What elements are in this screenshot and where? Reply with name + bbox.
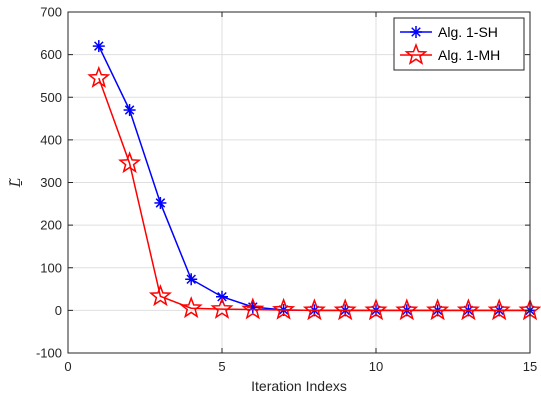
legend: Alg. 1-SH Alg. 1-MH	[393, 17, 525, 71]
data-point	[154, 196, 167, 209]
series-line	[98, 77, 530, 312]
data-point	[272, 297, 296, 320]
data-point	[179, 296, 203, 319]
data-point	[216, 290, 228, 303]
y-axis-label: Ḻ̃	[8, 178, 24, 188]
data-point	[364, 298, 388, 321]
data-point	[123, 104, 136, 117]
legend-marker	[410, 26, 422, 38]
series-2	[87, 65, 541, 321]
x-tick-label: 15	[523, 359, 537, 374]
grid-lines	[67, 11, 531, 354]
y-tick-label: 0	[55, 303, 62, 318]
y-tick-label: 100	[40, 260, 62, 275]
y-tick-label: 200	[40, 218, 62, 233]
data-point	[302, 298, 326, 321]
y-tick-label: 500	[40, 90, 62, 105]
data-point	[92, 40, 105, 53]
y-tick-label: 300	[40, 175, 62, 190]
data-point	[241, 297, 265, 320]
x-tick-label: 5	[218, 359, 225, 374]
data-point	[118, 151, 142, 174]
data-point	[210, 296, 234, 319]
data-point	[148, 284, 172, 307]
x-axis-label: Iteration Indexs	[251, 378, 347, 394]
data-point	[456, 298, 480, 321]
data-point	[487, 298, 511, 321]
legend-label: Alg. 1-SH	[438, 24, 498, 40]
data-point	[426, 298, 450, 321]
x-tick-label: 10	[369, 359, 383, 374]
y-tick-label: 700	[40, 5, 62, 20]
legend-marker	[404, 42, 428, 65]
data-point	[185, 273, 198, 286]
legend-item: Alg. 1-MH	[400, 42, 500, 65]
y-tick-label: 600	[40, 47, 62, 62]
data-point	[87, 65, 111, 88]
data-point	[333, 298, 357, 321]
data-point	[395, 298, 419, 321]
x-tick-label: 0	[64, 359, 71, 374]
y-tick-label: -100	[36, 346, 62, 361]
legend-label: Alg. 1-MH	[438, 47, 500, 63]
y-tick-label: 400	[40, 132, 62, 147]
legend-item: Alg. 1-SH	[400, 24, 498, 40]
